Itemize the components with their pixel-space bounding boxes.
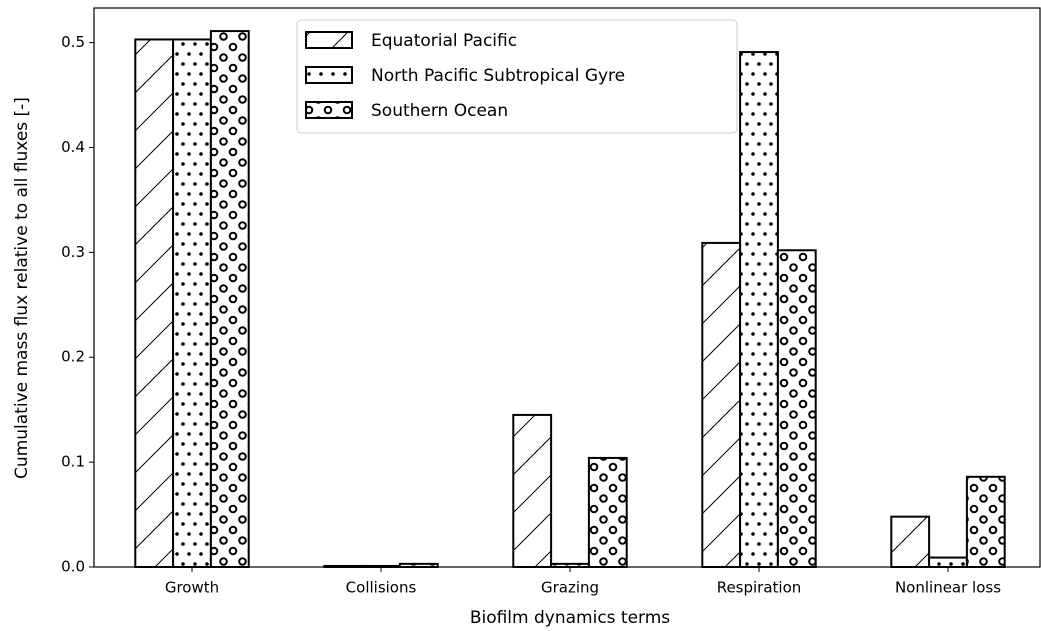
- bar: [134, 38, 175, 568]
- legend-text: Equatorial Pacific: [371, 31, 517, 51]
- x-tick-label: Growth: [165, 579, 219, 597]
- bar: [890, 515, 931, 568]
- y-tick-label: 0.1: [61, 453, 85, 471]
- plot-frame: [93, 7, 1041, 568]
- y-tick-label: 0.3: [61, 243, 85, 261]
- x-axis-title: Biofilm dynamics terms: [470, 608, 670, 628]
- y-tick-label: 0.5: [61, 33, 85, 51]
- bar: [512, 413, 553, 568]
- x-tick-label: Nonlinear loss: [895, 579, 1001, 597]
- y-axis-title: Cumulative mass flux relative to all flu…: [12, 97, 32, 479]
- legend-frame: [296, 19, 738, 134]
- y-tick-label: 0.2: [61, 348, 85, 366]
- bar: [739, 51, 779, 569]
- x-tick-label: Grazing: [541, 579, 599, 597]
- bar: [928, 556, 968, 568]
- x-tick-label: Collisions: [346, 579, 417, 597]
- bar: [209, 30, 250, 568]
- x-tick-label: Respiration: [717, 579, 802, 597]
- legend-swatch: [305, 101, 353, 119]
- bar: [587, 456, 628, 568]
- bar: [701, 241, 742, 569]
- legend-swatch: [305, 31, 353, 49]
- y-tick-label: 0.0: [61, 558, 85, 576]
- bar: [965, 475, 1006, 568]
- legend-text: North Pacific Subtropical Gyre: [371, 66, 625, 86]
- legend-text: Southern Ocean: [371, 101, 508, 121]
- bar: [172, 38, 212, 568]
- legend-swatch: [305, 66, 353, 84]
- bar: [776, 249, 817, 569]
- y-tick-label: 0.4: [61, 138, 85, 156]
- legend: Equatorial Pacific North Pacific Subtropi…: [296, 19, 738, 134]
